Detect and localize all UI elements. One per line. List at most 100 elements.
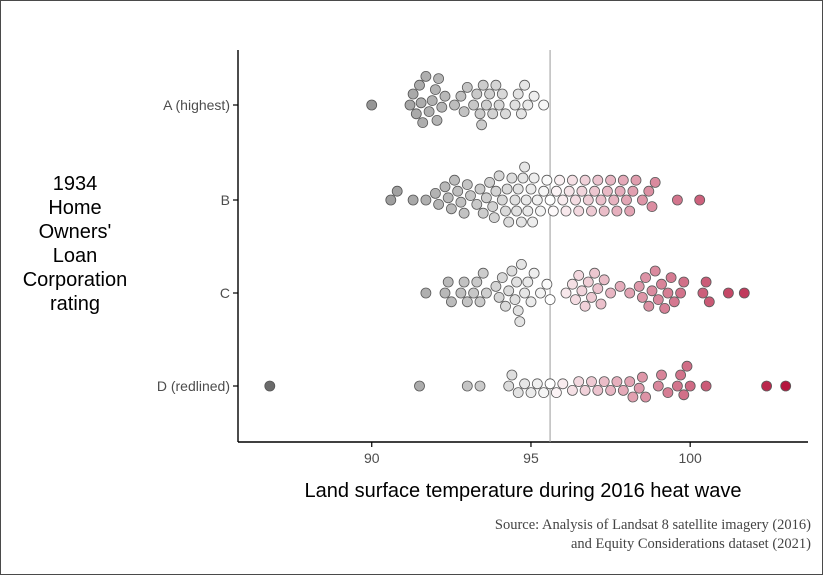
data-point xyxy=(514,316,526,328)
data-point xyxy=(477,267,489,279)
data-point xyxy=(506,265,518,277)
data-point xyxy=(500,108,511,120)
source-line: and Equity Considerations dataset (2021) xyxy=(570,536,811,552)
data-point xyxy=(576,285,588,297)
data-point xyxy=(541,174,553,186)
data-point xyxy=(633,382,645,394)
data-point xyxy=(506,369,518,381)
y-axis-title: 1934 Home Owners' Loan Corporation ratin… xyxy=(4,172,146,316)
data-point xyxy=(471,276,483,288)
data-point xyxy=(535,287,546,299)
data-point xyxy=(678,276,690,288)
data-point xyxy=(528,172,540,184)
data-point xyxy=(512,387,524,399)
data-point xyxy=(509,294,521,306)
data-point xyxy=(672,194,683,206)
data-point xyxy=(461,380,473,392)
data-point xyxy=(484,88,496,100)
data-point xyxy=(531,378,543,390)
data-point xyxy=(576,185,588,197)
data-point xyxy=(503,380,515,392)
data-point xyxy=(652,294,664,306)
data-point xyxy=(560,287,572,299)
data-point xyxy=(675,369,686,381)
data-point xyxy=(414,380,425,392)
data-point xyxy=(429,187,441,199)
y-tick-label: D (redlined) xyxy=(157,378,230,394)
data-point xyxy=(528,267,540,279)
data-point xyxy=(621,194,632,206)
data-point xyxy=(449,99,460,111)
data-point xyxy=(595,194,607,206)
data-point xyxy=(442,192,454,204)
data-point xyxy=(455,287,467,299)
data-point xyxy=(445,296,457,308)
data-point xyxy=(516,258,527,270)
data-point xyxy=(484,176,496,188)
data-point xyxy=(501,183,513,195)
data-point xyxy=(528,90,540,102)
data-point xyxy=(630,174,642,186)
data-point xyxy=(474,380,486,392)
data-point xyxy=(516,216,527,228)
data-point xyxy=(675,287,686,299)
data-point xyxy=(415,97,427,109)
y-axis-title-line: rating xyxy=(49,293,101,315)
data-point xyxy=(551,387,562,399)
data-point xyxy=(605,384,616,396)
x-tick-label: 100 xyxy=(678,450,702,466)
data-point xyxy=(474,183,486,195)
data-point xyxy=(522,99,534,111)
data-point xyxy=(573,269,585,281)
data-point xyxy=(519,161,530,173)
data-point xyxy=(582,276,594,288)
data-point xyxy=(516,108,527,120)
y-axis-title-line: 1934 xyxy=(52,173,98,195)
data-point xyxy=(694,194,706,206)
data-point xyxy=(589,267,600,279)
data-point xyxy=(522,276,534,288)
data-point xyxy=(700,380,712,392)
data-point xyxy=(511,205,522,217)
data-point xyxy=(519,287,530,299)
data-point xyxy=(570,294,581,306)
data-point xyxy=(535,205,546,217)
data-point xyxy=(611,205,623,217)
data-point xyxy=(579,174,591,186)
data-point xyxy=(488,212,500,224)
data-point xyxy=(586,376,597,388)
data-point xyxy=(487,201,499,213)
y-axis-title-line: Home xyxy=(48,197,102,219)
data-point xyxy=(525,296,537,308)
data-point xyxy=(672,380,683,392)
data-point xyxy=(480,192,492,204)
data-point xyxy=(637,194,648,206)
data-point xyxy=(445,203,457,215)
data-point xyxy=(503,216,515,228)
data-point xyxy=(582,194,594,206)
data-point xyxy=(407,194,419,206)
data-point xyxy=(624,376,636,388)
x-axis-title: Land surface temperature during 2016 hea… xyxy=(304,480,742,502)
data-point xyxy=(477,79,489,91)
data-point xyxy=(429,84,441,95)
data-point xyxy=(420,194,432,206)
x-tick-label: 95 xyxy=(523,450,539,466)
data-point xyxy=(449,174,460,186)
data-point xyxy=(557,194,569,206)
data-point xyxy=(531,194,543,206)
data-point xyxy=(461,82,473,93)
data-point xyxy=(643,300,655,312)
data-point xyxy=(439,287,451,299)
data-point xyxy=(490,79,502,91)
data-point xyxy=(525,183,537,195)
data-point xyxy=(493,99,505,111)
data-point xyxy=(538,99,550,111)
data-point xyxy=(646,285,658,297)
data-point xyxy=(391,185,403,197)
data-point xyxy=(703,296,715,308)
data-point xyxy=(423,106,435,117)
data-point xyxy=(538,185,550,197)
data-point xyxy=(646,201,658,213)
data-point xyxy=(474,296,486,308)
